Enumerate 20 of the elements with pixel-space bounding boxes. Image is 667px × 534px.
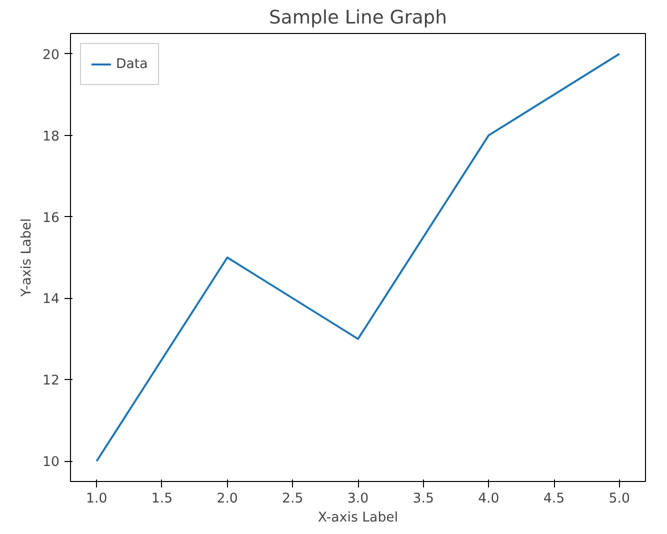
y-tick-label: 18 bbox=[42, 129, 60, 144]
x-tick-label: 3.5 bbox=[412, 492, 434, 506]
y-tick-label: 20 bbox=[42, 48, 60, 63]
y-tick-label: 14 bbox=[42, 292, 60, 308]
x-tick-label: 1.0 bbox=[86, 492, 108, 506]
y-tick-label: 10 bbox=[42, 455, 60, 470]
y-tick-label: 12 bbox=[42, 374, 60, 389]
x-tick-label: 1.5 bbox=[151, 492, 173, 506]
y-axis-title: Y-axis Label bbox=[20, 218, 35, 298]
x-tick-label: 4.5 bbox=[543, 492, 565, 506]
x-tick-label: 2.0 bbox=[216, 492, 238, 506]
legend-label: Data bbox=[116, 56, 148, 72]
x-tick-label: 4.0 bbox=[478, 492, 500, 506]
x-tick-label: 3.0 bbox=[347, 492, 369, 506]
y-tick-label: 16 bbox=[42, 210, 60, 226]
x-tick-label: 5.0 bbox=[608, 492, 630, 506]
x-tick-label: 2.5 bbox=[282, 492, 304, 506]
chart-title: Sample Line Graph bbox=[269, 8, 447, 28]
x-axis-title: X-axis Label bbox=[318, 510, 398, 526]
line-series bbox=[96, 52, 620, 462]
